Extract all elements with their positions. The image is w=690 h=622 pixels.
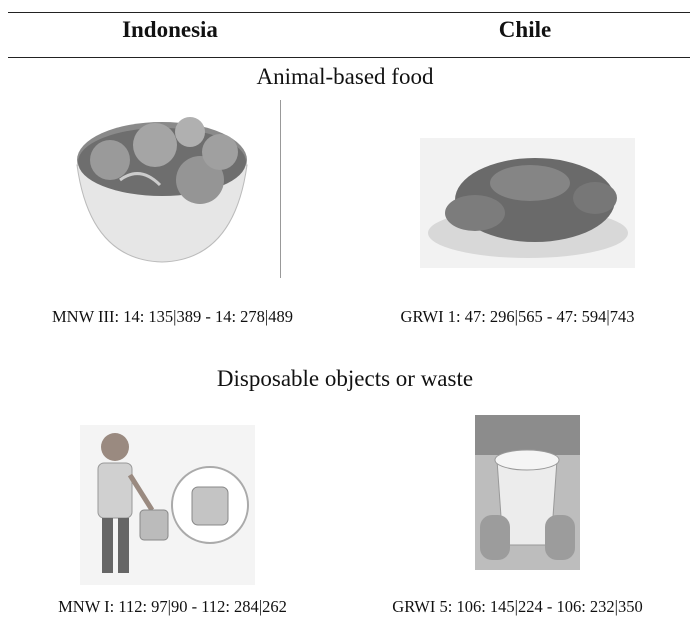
section-title: Disposable objects or waste	[216, 366, 474, 391]
waste-image	[80, 425, 255, 585]
column-header: Indonesia	[122, 17, 218, 42]
caption: GRWI 1: 47: 296|565 - 47: 594|743	[400, 307, 635, 326]
caption: GRWI 5: 106: 145|224 - 106: 232|350	[392, 597, 643, 616]
food-image	[420, 138, 635, 268]
header-rule	[8, 57, 690, 58]
caption: MNW I: 112: 97|90 - 112: 284|262	[58, 597, 287, 616]
top-rule	[8, 12, 690, 13]
caption: MNW III: 14: 135|389 - 14: 278|489	[52, 307, 293, 326]
column-header: Chile	[498, 17, 552, 42]
divider	[280, 100, 281, 278]
food-image	[76, 117, 248, 263]
section-title: Animal-based food	[256, 64, 434, 89]
waste-image	[475, 415, 580, 570]
